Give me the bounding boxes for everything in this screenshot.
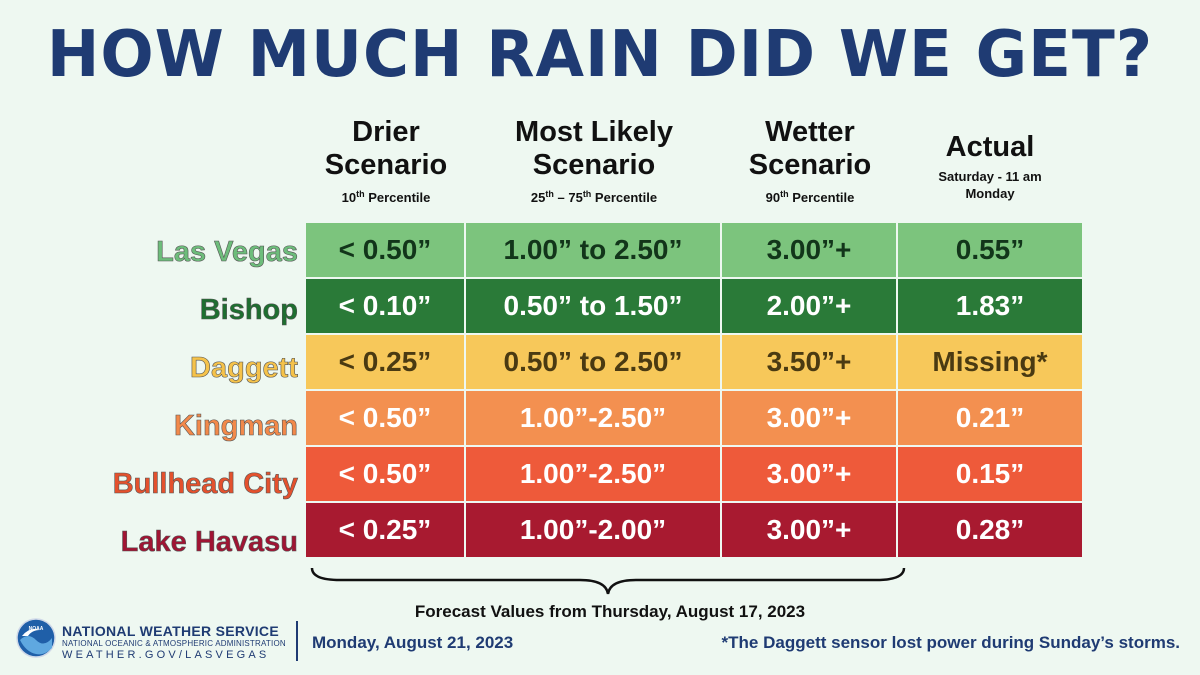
table-row: < 0.10” 0.50” to 1.50” 2.00”+ 1.83” <box>306 279 1082 335</box>
table-cell: 1.00”-2.00” <box>466 503 722 557</box>
noaa-logo-icon: NOAA <box>16 618 56 658</box>
column-header-sub: 25th – 75th Percentile <box>530 189 658 205</box>
table-cell: < 0.25” <box>306 335 466 389</box>
table-cell: 1.00”-2.50” <box>466 447 722 501</box>
column-header-sub: 90th Percentile <box>765 189 855 205</box>
table-cell: 3.00”+ <box>722 503 898 557</box>
table-row: < 0.25” 0.50” to 2.50” 3.50”+ Missing* <box>306 335 1082 391</box>
column-header-label: Wetter Scenario <box>748 116 872 181</box>
table-row: < 0.25” 1.00”-2.00” 3.00”+ 0.28” <box>306 503 1082 559</box>
table-cell: 0.50” to 2.50” <box>466 335 722 389</box>
table-cell: 3.00”+ <box>722 447 898 501</box>
issue-date: Monday, August 21, 2023 <box>312 633 514 652</box>
table-row: < 0.50” 1.00”-2.50” 3.00”+ 0.21” <box>306 391 1082 447</box>
agency-branding: NATIONAL WEATHER SERVICE NATIONAL OCEANI… <box>62 624 286 662</box>
row-label: Bullhead City <box>112 468 298 501</box>
column-header-sub: Saturday - 11 am Monday <box>938 169 1042 201</box>
table-cell: 1.83” <box>955 290 1025 321</box>
rainfall-table: < 0.50” 1.00” to 2.50” 3.00”+ 0.55” < 0.10” 0… <box>306 223 1082 559</box>
column-header-drier: Drier Scenario 10th Percentile <box>306 116 466 207</box>
table-cell: 3.00”+ <box>722 223 898 277</box>
table-cell: < 0.50” <box>306 223 466 277</box>
row-label: Bishop <box>199 294 298 327</box>
table-cell: 0.21” <box>955 402 1025 433</box>
table-cell: Missing* <box>932 346 1048 377</box>
table-cell: 0.15” <box>955 458 1025 489</box>
table-cell: 0.28” <box>955 514 1025 545</box>
column-header-label: Most Likely Scenario <box>515 116 673 181</box>
table-cell: 1.00” to 2.50” <box>466 223 722 277</box>
column-header-sub: 10th Percentile <box>341 189 431 205</box>
agency-name: NATIONAL WEATHER SERVICE <box>62 623 279 639</box>
table-cell: 0.50” to 1.50” <box>466 279 722 333</box>
column-header-wetter: Wetter Scenario 90th Percentile <box>722 116 898 207</box>
table-cell: < 0.10” <box>306 279 466 333</box>
table-row: < 0.50” 1.00” to 2.50” 3.00”+ 0.55” <box>306 223 1082 279</box>
table-cell: 3.00”+ <box>722 391 898 445</box>
column-header-actual: Actual Saturday - 11 am Monday <box>898 118 1082 202</box>
footnote: *The Daggett sensor lost power during Su… <box>721 633 1180 652</box>
brace-graphic <box>310 567 906 595</box>
table-cell: 2.00”+ <box>722 279 898 333</box>
page-title: HOW MUCH RAIN DID WE GET? <box>46 18 1154 92</box>
column-header-label: Drier Scenario <box>324 116 448 181</box>
table-cell: < 0.50” <box>306 391 466 445</box>
row-label: Daggett <box>190 352 299 385</box>
footer-divider <box>296 621 298 661</box>
column-header-most-likely: Most Likely Scenario 25th – 75th Percent… <box>466 116 722 207</box>
table-row: < 0.50” 1.00”-2.50” 3.00”+ 0.15” <box>306 447 1082 503</box>
table-cell: < 0.25” <box>306 503 466 557</box>
row-label: Kingman <box>173 410 299 443</box>
row-label: Lake Havasu <box>120 526 298 559</box>
forecast-note: Forecast Values from Thursday, August 17… <box>414 602 806 621</box>
svg-text:NOAA: NOAA <box>29 626 44 632</box>
table-cell: 0.55” <box>955 234 1025 265</box>
table-cell: 3.50”+ <box>722 335 898 389</box>
row-label: Las Vegas <box>156 236 298 269</box>
table-cell: < 0.50” <box>306 447 466 501</box>
agency-subtitle: NATIONAL OCEANIC & ATMOSPHERIC ADMINISTR… <box>62 639 286 648</box>
column-header-label: Actual <box>945 131 1035 163</box>
table-cell: 1.00”-2.50” <box>466 391 722 445</box>
agency-url: WEATHER.GOV/LASVEGAS <box>62 649 270 661</box>
